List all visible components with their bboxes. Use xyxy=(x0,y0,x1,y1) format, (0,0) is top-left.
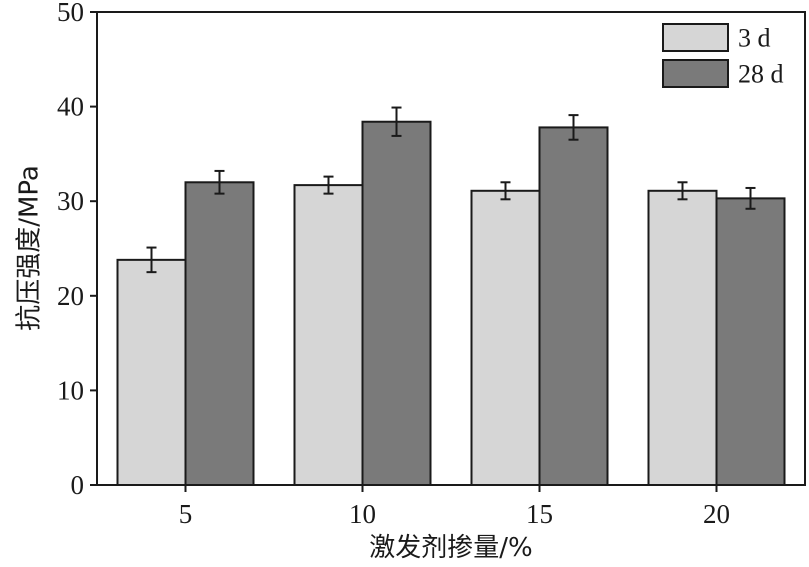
legend-label: 28 d xyxy=(738,60,784,89)
bar-28d-20 xyxy=(715,197,786,486)
error-bars-layer xyxy=(146,106,756,274)
plot-frame xyxy=(96,11,806,486)
legend-swatch xyxy=(662,59,729,88)
bar-28d-10 xyxy=(361,120,432,487)
x-tick-label-10: 10 xyxy=(349,499,376,529)
error-bar-28d-10 xyxy=(391,106,402,137)
legend-label: 3 d xyxy=(738,24,771,53)
bar-3d-5 xyxy=(116,258,187,486)
error-bar-28d-20 xyxy=(745,186,756,210)
bar-3d-10 xyxy=(293,184,364,486)
y-tick-label-10: 10 xyxy=(57,375,84,405)
bars-layer xyxy=(116,120,786,487)
legend: 3 d 28 d xyxy=(662,23,784,89)
bar-28d-15 xyxy=(538,126,609,487)
x-tick-label-5: 5 xyxy=(179,499,193,529)
x-axis: 5 10 15 20 xyxy=(179,485,730,529)
y-axis-title: 抗压强度/MPa xyxy=(15,165,45,331)
y-tick-label-40: 40 xyxy=(57,92,84,122)
legend-item-28d: 28 d xyxy=(662,59,784,89)
x-tick-label-20: 20 xyxy=(703,499,730,529)
y-tick-label-0: 0 xyxy=(71,470,85,500)
y-tick-label-50: 50 xyxy=(57,0,84,27)
error-bar-3d-5 xyxy=(146,246,157,274)
error-bar-28d-15 xyxy=(568,114,579,141)
error-bar-3d-10 xyxy=(323,175,334,195)
x-axis-title: 激发剂掺量/% xyxy=(369,533,532,563)
bar-3d-20 xyxy=(647,189,718,486)
error-bar-3d-20 xyxy=(677,181,688,201)
error-bar-3d-15 xyxy=(500,181,511,201)
legend-swatch xyxy=(662,23,729,52)
bar-28d-5 xyxy=(184,181,255,486)
y-tick-label-30: 30 xyxy=(57,186,84,216)
x-tick-label-15: 15 xyxy=(526,499,553,529)
error-bar-28d-5 xyxy=(214,169,225,195)
legend-item-3d: 3 d xyxy=(662,23,771,53)
y-axis: 0 10 20 30 40 50 xyxy=(57,0,97,500)
bar-3d-15 xyxy=(470,189,541,486)
y-tick-label-20: 20 xyxy=(57,281,84,311)
